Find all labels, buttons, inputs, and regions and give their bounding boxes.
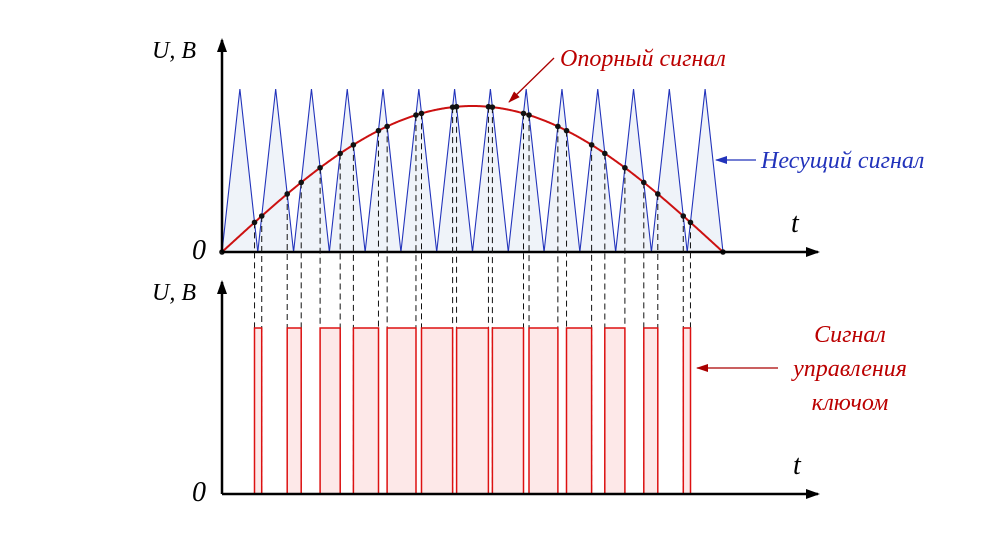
pulse-fill-block: [320, 328, 341, 494]
intersection-points: [219, 103, 726, 255]
pulse-fill-block: [254, 328, 262, 494]
carrier-fill-tooth: [365, 89, 401, 252]
intersection-point: [526, 112, 532, 118]
carrier-tooth: [364, 88, 402, 253]
carrier-fill-tooth: [472, 89, 509, 252]
intersection-point: [489, 104, 496, 110]
carrier-fill-tooth: [615, 89, 652, 252]
pulse-fill-block: [287, 328, 302, 494]
pulse-fill-block: [421, 328, 453, 494]
carrier-wave: [221, 88, 724, 253]
carrier-tooth: [400, 88, 438, 253]
pulse-fill-block: [353, 328, 379, 494]
pulse-fill-block: [492, 328, 524, 494]
pulse-fill-block: [604, 328, 625, 494]
pulse-fill-block: [456, 328, 489, 494]
pulse-fill-block: [683, 328, 691, 494]
reference-label-arrow: [508, 57, 555, 103]
carrier-tooth: [615, 88, 652, 253]
reference-signal-label: Опорный сигнал: [560, 46, 726, 72]
bottom-plot: U, B t 0 Сигнал управления ключом: [152, 280, 907, 508]
intersection-point: [413, 112, 419, 118]
pulse-fill-block: [566, 328, 592, 494]
carrier-tooth: [221, 88, 259, 253]
top-y-axis-label: U, B: [152, 38, 196, 64]
carrier-tooth: [328, 88, 366, 253]
bottom-origin-label: 0: [192, 477, 206, 508]
carrier-fill-tooth: [436, 89, 473, 252]
carrier-fill-tooth: [257, 89, 294, 252]
top-origin-label: 0: [192, 235, 206, 266]
top-x-axis-label: t: [791, 208, 800, 239]
control-signal-label-line-3: ключом: [812, 390, 889, 416]
carrier-signal-label: Несущий сигнал: [760, 148, 924, 174]
intersection-point: [520, 110, 527, 117]
carrier-tooth: [543, 88, 581, 253]
carrier-fill-tooth: [687, 89, 723, 252]
carrier-fill-tooth: [222, 89, 258, 252]
carrier-fill-tooth: [579, 89, 616, 252]
carrier-tooth: [293, 88, 330, 253]
carrier-fill-tooth: [329, 89, 366, 252]
carrier-fill-tooth: [651, 89, 688, 252]
carrier-fill: [222, 89, 723, 252]
pulse-fill-block: [529, 328, 558, 494]
carrier-tooth: [686, 88, 724, 253]
pulse-fill-block: [387, 328, 416, 494]
control-signal-label-line-2: управления: [791, 356, 907, 382]
carrier-fill-tooth: [293, 89, 330, 252]
top-plot: U, B t 0 Опорный сигнал Несущий сигнал: [152, 38, 924, 266]
reference-wave: [221, 105, 724, 253]
carrier-tooth: [507, 88, 545, 253]
carrier-tooth: [579, 88, 617, 253]
carrier-tooth: [436, 88, 474, 253]
intersection-point: [453, 103, 460, 110]
carrier-tooth: [471, 88, 509, 253]
bottom-y-axis-label: U, B: [152, 280, 196, 306]
carrier-fill-tooth: [508, 89, 545, 252]
carrier-fill-tooth: [400, 89, 437, 252]
carrier-fill-tooth: [544, 89, 580, 252]
pulse-fill: [254, 328, 691, 494]
intersection-point: [418, 110, 425, 117]
bottom-x-axis-label: t: [793, 450, 802, 481]
pulse-fill-block: [643, 328, 658, 494]
control-signal-label-line-1: Сигнал: [814, 322, 886, 348]
